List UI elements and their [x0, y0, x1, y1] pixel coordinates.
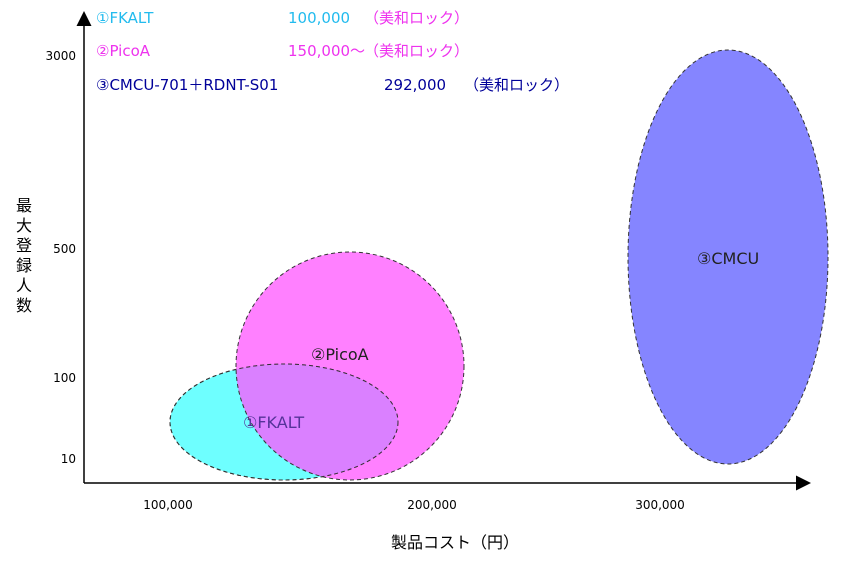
y-tick-10: 10 — [60, 452, 76, 466]
fkalt-outline — [169, 363, 399, 481]
legend-cmcu-lock: （美和ロック） — [464, 76, 570, 94]
legend-fkalt-name: ①FKALT — [96, 9, 154, 27]
y-tick-500: 500 — [53, 242, 76, 256]
legend-picoa-name: ②PicoA — [96, 42, 151, 60]
legend-fkalt-price: 100,000 — [288, 9, 351, 27]
legend-fkalt-lock: （美和ロック） — [364, 9, 470, 27]
legend-cmcu-price: 292,000 — [384, 76, 447, 94]
x-tick-300000: 300,000 — [635, 498, 685, 512]
legend-picoa-lock: （美和ロック） — [364, 42, 470, 60]
x-axis-title: 製品コスト（円） — [391, 533, 520, 552]
y-tick-100: 100 — [53, 371, 76, 385]
picoa-ellipse — [235, 251, 465, 481]
cmcu-ellipse — [627, 49, 829, 465]
legend-cmcu-name: ③CMCU-701＋RDNT-S01 — [96, 76, 279, 94]
y-axis-title: 最大登録人数 — [15, 196, 32, 315]
cmcu-label: ③CMCU — [697, 249, 760, 268]
fkalt-label: ①FKALT — [243, 413, 305, 432]
x-tick-100000: 100,000 — [143, 498, 193, 512]
picoa-label: ②PicoA — [311, 345, 369, 364]
legend-picoa-price: 150,000～ — [288, 42, 366, 60]
x-tick-200000: 200,000 — [407, 498, 457, 512]
y-tick-3000: 3000 — [45, 49, 76, 63]
